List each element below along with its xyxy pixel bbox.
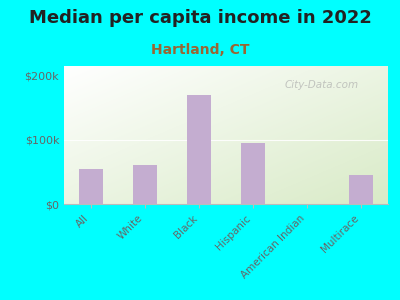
- Bar: [187, 95, 211, 204]
- Bar: [241, 143, 265, 204]
- Text: Hartland, CT: Hartland, CT: [151, 44, 249, 58]
- Text: Median per capita income in 2022: Median per capita income in 2022: [28, 9, 372, 27]
- Bar: [349, 175, 373, 204]
- Bar: [133, 166, 157, 204]
- Bar: [79, 169, 103, 204]
- Text: City-Data.com: City-Data.com: [284, 80, 358, 90]
